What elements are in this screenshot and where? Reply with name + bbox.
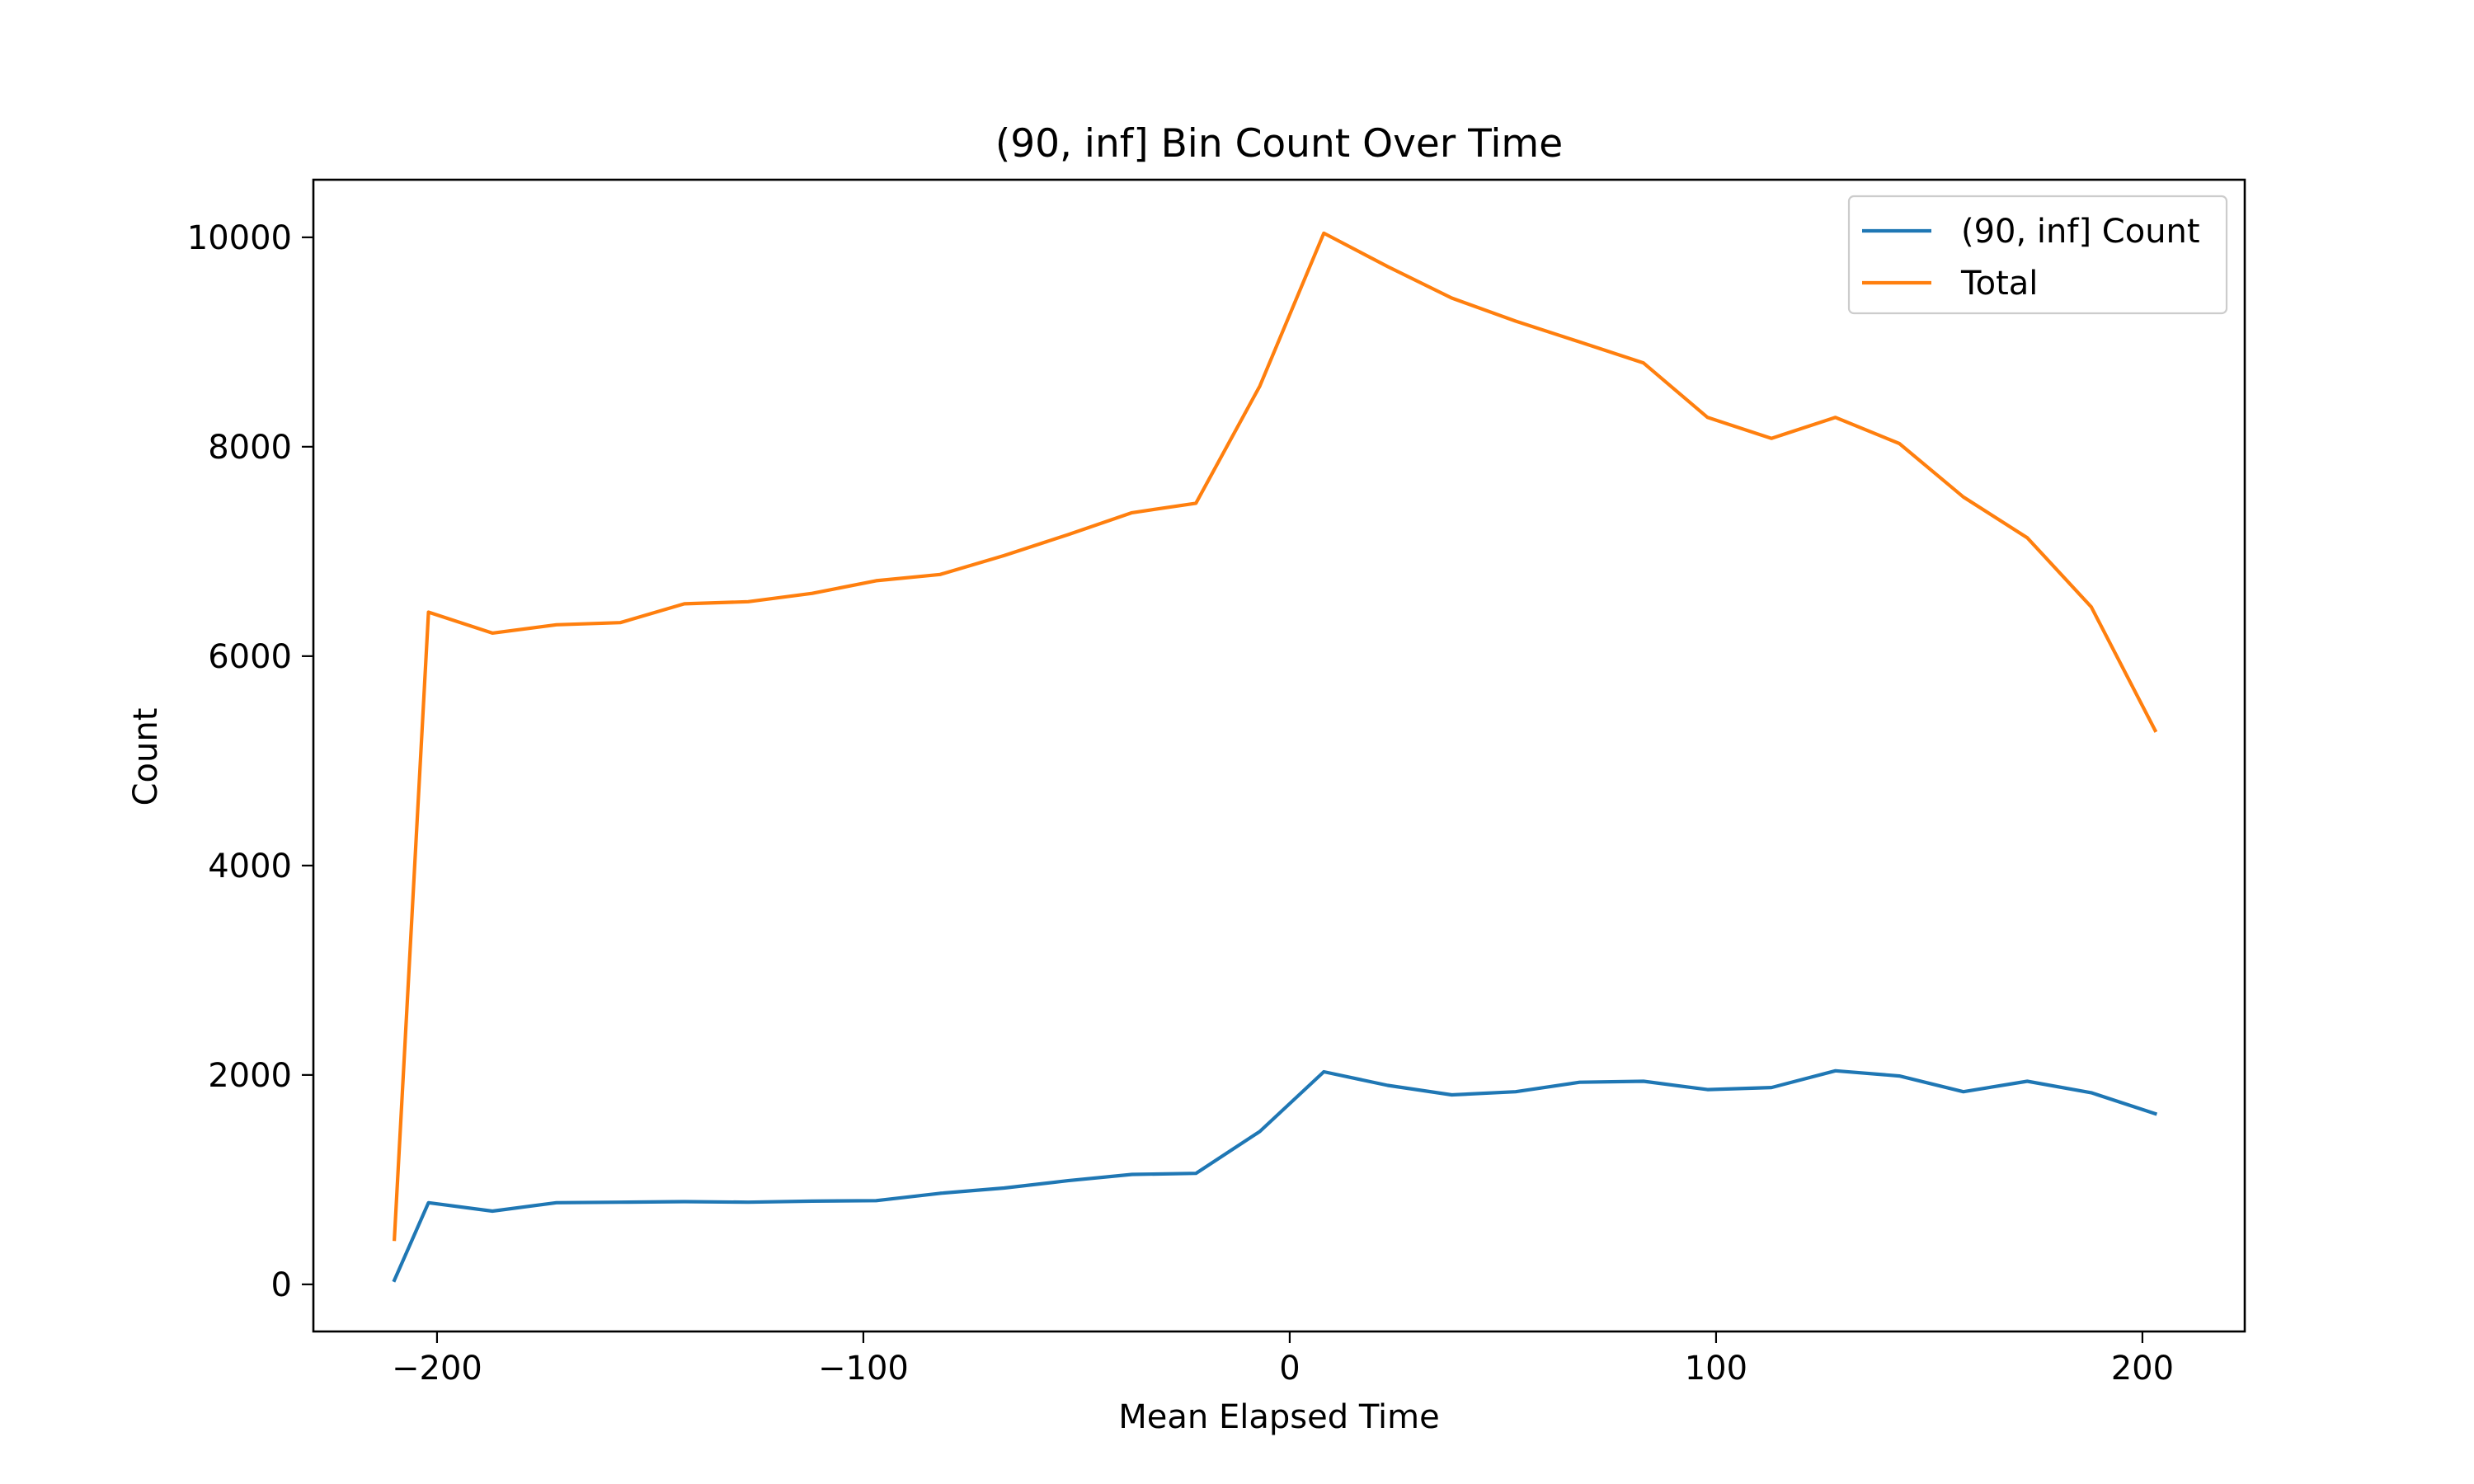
series-line-total [392, 231, 2158, 1242]
y-axis-label: Count [127, 708, 165, 806]
plot-area [392, 231, 2158, 1283]
legend-box [1847, 195, 2228, 315]
x-tick-label: 200 [2111, 1350, 2174, 1388]
series-line-90-inf-count [392, 1068, 2158, 1283]
axes-frame [312, 178, 2246, 1333]
y-tick-label: 10000 [187, 219, 292, 257]
y-tick-label: 8000 [208, 429, 292, 467]
x-axis-label: Mean Elapsed Time [1118, 1398, 1439, 1436]
x-tick-label: 0 [1279, 1350, 1300, 1388]
x-tick-label: 100 [1685, 1350, 1747, 1388]
x-axis: −200 −100 0 100 200 [392, 1331, 2174, 1388]
chart-title: (90, inf] Bin Count Over Time [995, 121, 1563, 167]
y-tick-label: 4000 [208, 848, 292, 885]
legend-label: Total [1960, 265, 2038, 303]
x-tick-label: −100 [818, 1350, 909, 1388]
y-axis: 0 2000 4000 6000 8000 10000 [187, 219, 313, 1304]
legend: (90, inf] Count Total [1847, 195, 2228, 315]
y-tick-label: 6000 [208, 638, 292, 676]
legend-label: (90, inf] Count [1961, 213, 2200, 251]
y-tick-label: 0 [271, 1266, 292, 1304]
x-tick-label: −200 [392, 1350, 482, 1388]
y-tick-label: 2000 [208, 1057, 292, 1095]
